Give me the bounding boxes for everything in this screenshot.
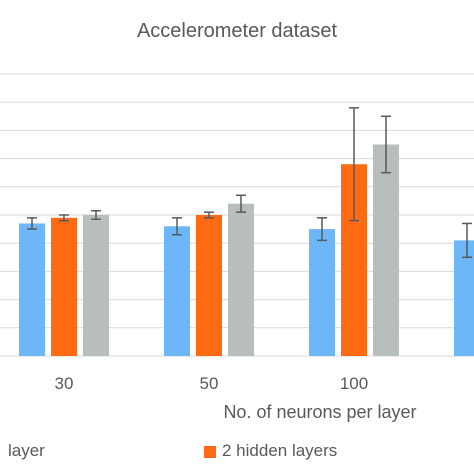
bar-2-hidden-layers-30 — [51, 217, 77, 356]
bars — [19, 144, 474, 356]
bar-2-hidden-layers-50 — [196, 215, 222, 356]
x-tick-label-30: 30 — [55, 374, 74, 393]
legend-item-layer-label: layer — [8, 441, 45, 460]
bar-1-hidden-layer-50 — [164, 226, 190, 356]
legend-item-2-hidden-layers-label: 2 hidden layers — [222, 441, 338, 460]
x-tick-labels: 30 50 100 — [55, 374, 369, 393]
x-axis-label: No. of neurons per layer — [223, 402, 417, 422]
chart-title: Accelerometer dataset — [136, 20, 338, 42]
bar-1-hidden-layer-100 — [309, 229, 335, 356]
bar-3-hidden-layers-50 — [228, 203, 254, 356]
x-tick-label-50: 50 — [200, 374, 219, 393]
bar-3-hidden-layers-30 — [83, 215, 109, 356]
x-tick-label-100: 100 — [340, 374, 368, 393]
bar-1-hidden-layer-200 — [454, 240, 474, 356]
legend-swatch-2-hidden-layers — [204, 446, 216, 458]
bar-1-hidden-layer-30 — [19, 223, 45, 356]
bar-3-hidden-layers-100 — [373, 144, 399, 356]
error-bars — [27, 107, 472, 259]
